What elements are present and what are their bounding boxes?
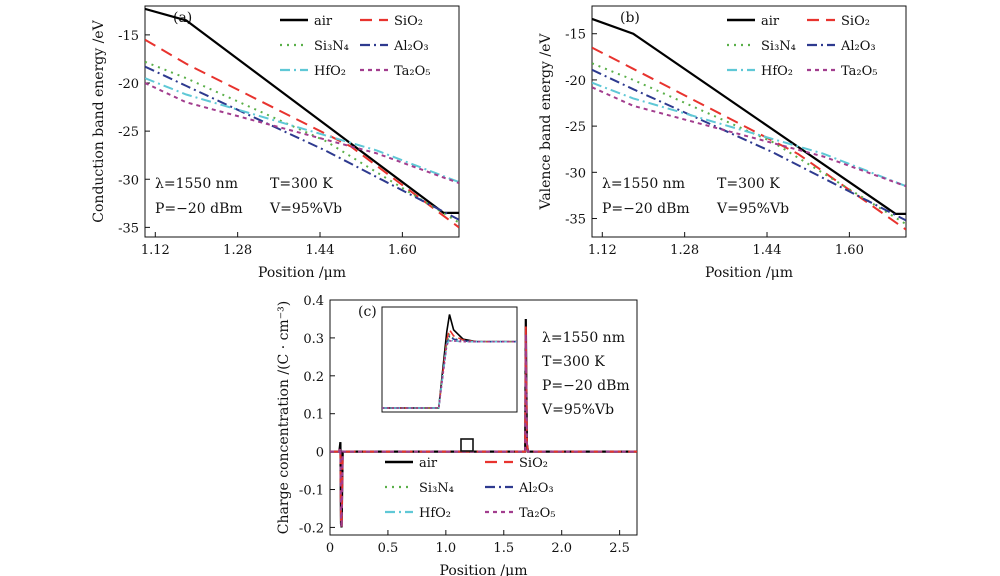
y-tick-label: -20: [565, 74, 586, 89]
series-line-hfo2: [145, 77, 459, 184]
legend-label-al2o3: Al₂O₃: [393, 39, 429, 54]
y-axis-label: Conduction band energy /eV: [91, 19, 107, 222]
annotation-power: P=−20 dBm: [155, 201, 243, 217]
legend-label-air: air: [761, 14, 780, 29]
plot-frame: [329, 299, 638, 536]
series-line-ta2o5: [330, 334, 637, 528]
x-tick-label: 0: [326, 541, 334, 556]
panel-label: (b): [620, 10, 640, 26]
annotation-voltage: V=95%Vb: [541, 402, 614, 418]
legend-label-sio2: SiO₂: [841, 14, 870, 29]
series-group: [330, 318, 637, 528]
x-tick-label: 1.28: [223, 243, 252, 258]
annotation-temperature: T=300 K: [717, 176, 780, 192]
series-line-al2o3: [145, 65, 459, 221]
legend-label-sio2: SiO₂: [394, 14, 423, 29]
annotation-temperature: T=300 K: [542, 354, 605, 370]
inset-frame: [381, 306, 518, 413]
y-tick-label: 0.1: [303, 408, 324, 423]
annotation-lambda: λ=1550 nm: [155, 176, 238, 192]
annotation-voltage: V=95%Vb: [269, 201, 342, 217]
series-group: [145, 7, 459, 229]
annotation-voltage: V=95%Vb: [716, 201, 789, 217]
legend-label-si3n4: Si₃N₄: [419, 481, 454, 496]
series-line-ta2o5: [592, 86, 906, 188]
legend-label-ta2o5: Ta₂O₅: [519, 506, 556, 521]
y-tick-label: -20: [118, 77, 139, 92]
series-line-air: [592, 17, 906, 215]
annotation-lambda: λ=1550 nm: [602, 176, 685, 192]
y-axis-label: Charge concentration /(C · cm⁻³): [276, 301, 292, 534]
x-tick-label: 1.44: [306, 243, 335, 258]
series-group: [592, 17, 906, 231]
legend-label-air: air: [314, 14, 333, 29]
legend-label-hfo2: HfO₂: [761, 64, 793, 79]
legend-label-air: air: [419, 456, 438, 471]
x-tick-label: 1.0: [436, 541, 457, 556]
x-axis-label: Position /μm: [439, 563, 527, 576]
legend-label-ta2o5: Ta₂O₅: [841, 64, 878, 79]
y-tick-label: -0.2: [299, 521, 324, 536]
legend-label-ta2o5: Ta₂O₅: [394, 64, 431, 79]
legend-label-si3n4: Si₃N₄: [314, 39, 349, 54]
series-line-ta2o5: [145, 82, 459, 185]
legend-label-al2o3: Al₂O₃: [840, 39, 876, 54]
chart-panel-2: 1.12 1.28 1.44 1.60 -15 -20 -25 -30 -35 Position …: [538, 5, 907, 281]
chart-panel-3: 0 0.5 1.0 1.5 2.0 2.5 0.4 0.3 0.2 0.1 0 -0.1 -0.2 Pos…: [276, 294, 638, 576]
x-tick-label: 2.5: [609, 541, 630, 556]
zoom-marker-box: [460, 438, 474, 452]
inset-line-ta2o5: [382, 340, 517, 409]
x-tick-label: 1.5: [493, 541, 514, 556]
inset-chart: [381, 306, 518, 413]
y-tick-label: -35: [565, 213, 586, 228]
y-tick-label: -0.1: [299, 484, 324, 499]
series-line-air: [145, 7, 459, 214]
x-tick-label: 2.0: [551, 541, 572, 556]
annotation-lambda: λ=1550 nm: [542, 330, 625, 346]
y-tick-label: -35: [118, 221, 139, 236]
y-tick-label: 0.4: [303, 294, 324, 309]
legend-label-sio2: SiO₂: [519, 456, 548, 471]
series-line-si3n4: [592, 62, 906, 225]
x-tick-label: 1.28: [670, 243, 699, 258]
y-tick-label: -25: [118, 125, 139, 140]
annotation-temperature: T=300 K: [270, 176, 333, 192]
series-line-sio2: [592, 46, 906, 231]
series-line-si3n4: [145, 60, 459, 224]
chart-panel-1: 1.12 1.28 1.44 1.60 -15 -20 -25 -30 -35 Position …: [91, 5, 460, 281]
y-tick-label: 0.3: [303, 332, 324, 347]
plot-frame: [144, 5, 460, 238]
y-tick-label: -15: [565, 28, 586, 43]
x-axis-label: Position /μm: [258, 265, 346, 281]
y-axis-label: Valence band energy /eV: [538, 33, 554, 211]
x-tick-label: 1.44: [753, 243, 782, 258]
inset-line-hfo2: [382, 339, 517, 409]
y-tick-label: -30: [565, 166, 586, 181]
y-tick-label: 0: [316, 446, 324, 461]
y-tick-label: -15: [118, 29, 139, 44]
x-tick-label: 0.5: [378, 541, 399, 556]
x-tick-label: 1.60: [835, 243, 864, 258]
panel-label: (c): [358, 304, 377, 320]
series-line-sio2: [145, 38, 459, 229]
x-axis-label: Position /μm: [705, 265, 793, 281]
y-tick-label: -25: [565, 120, 586, 135]
series-line-al2o3: [592, 68, 906, 222]
x-tick-label: 1.12: [141, 243, 170, 258]
plot-frame: [591, 5, 907, 238]
annotation-power: P=−20 dBm: [602, 201, 690, 217]
y-tick-label: -30: [118, 173, 139, 188]
legend-label-hfo2: HfO₂: [314, 64, 346, 79]
y-tick-label: 0.2: [303, 370, 324, 385]
x-tick-label: 1.12: [588, 243, 617, 258]
legend-label-si3n4: Si₃N₄: [761, 39, 796, 54]
annotation-power: P=−20 dBm: [542, 378, 630, 394]
x-tick-label: 1.60: [388, 243, 417, 258]
series-line-hfo2: [592, 81, 906, 188]
legend-label-al2o3: Al₂O₃: [518, 481, 554, 496]
legend-label-hfo2: HfO₂: [419, 506, 451, 521]
